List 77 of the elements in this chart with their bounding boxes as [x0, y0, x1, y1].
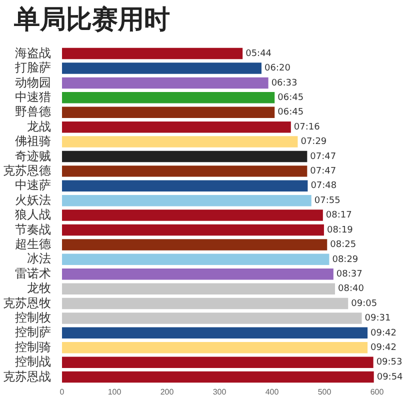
data-label: 07:47 — [310, 152, 336, 162]
y-tick-label: 动物园 — [15, 75, 51, 90]
data-label: 07:47 — [310, 166, 336, 177]
bar — [62, 327, 368, 339]
y-tick-label: 佛祖骑 — [15, 134, 51, 148]
data-label: 08:17 — [326, 210, 352, 221]
data-label: 05:44 — [246, 48, 272, 59]
data-label: 07:29 — [300, 137, 327, 148]
data-label: 09:31 — [364, 314, 391, 324]
y-tick-label: 控制战 — [15, 354, 51, 369]
y-tick-label: 超生德 — [15, 237, 51, 252]
x-tick-label: 100 — [108, 387, 122, 396]
y-tick-label: 节奏战 — [15, 222, 51, 236]
y-tick-label: 火妖法 — [15, 192, 51, 207]
bar — [62, 48, 243, 60]
data-label: 06:20 — [264, 64, 291, 74]
y-tick-label: 龙战 — [27, 119, 51, 134]
bar — [62, 356, 374, 368]
bar — [62, 371, 374, 383]
y-tick-label: 控制牧 — [15, 310, 51, 325]
bar — [62, 136, 298, 148]
data-label: 07:16 — [294, 122, 320, 132]
bar — [62, 166, 308, 177]
x-tick-label: 0 — [60, 387, 65, 396]
y-tick-label: 龙牧 — [27, 281, 51, 296]
data-label: 09:54 — [376, 372, 404, 382]
bar — [62, 298, 348, 310]
chart-title: 单局比赛用时 — [14, 4, 170, 37]
bar — [62, 106, 275, 118]
data-label: 09:53 — [376, 358, 402, 368]
data-label: 08:29 — [332, 254, 358, 265]
data-label: 06:45 — [278, 108, 304, 118]
y-tick-label: 雷诺术 — [15, 266, 51, 280]
y-tick-label: 海盗战 — [15, 46, 51, 60]
bar — [62, 342, 368, 354]
bar — [62, 239, 328, 250]
bar — [62, 194, 312, 206]
bar — [62, 77, 268, 89]
x-tick-label: 600 — [370, 387, 384, 396]
y-tick-label: 中速猎 — [15, 90, 51, 104]
bar — [62, 121, 291, 133]
y-tick-label: 狼人战 — [15, 208, 51, 222]
bar — [62, 180, 308, 192]
y-tick-label: 克苏恩德 — [3, 164, 51, 178]
bar — [62, 150, 308, 162]
data-label: 08:19 — [326, 225, 354, 236]
x-tick-label: 400 — [265, 387, 280, 396]
bar — [62, 210, 323, 221]
y-tick-label: 克苏恩战 — [3, 369, 51, 384]
x-tick-label: 300 — [212, 387, 227, 396]
y-tick-label: 控制骑 — [15, 340, 51, 354]
data-label: 06:45 — [278, 93, 304, 104]
data-label: 06:33 — [271, 78, 298, 88]
bar — [62, 254, 330, 266]
data-label: 09:42 — [370, 342, 396, 353]
x-tick-label: 200 — [160, 387, 174, 396]
y-tick-label: 中速萨 — [15, 178, 51, 192]
data-label: 09:05 — [351, 298, 378, 309]
data-label: 09:42 — [370, 328, 396, 338]
y-tick-label: 冰法 — [27, 252, 51, 266]
bar — [62, 62, 262, 74]
y-tick-label: 打脸萨 — [14, 60, 51, 75]
y-tick-label: 控制萨 — [15, 325, 51, 340]
bar — [62, 283, 335, 294]
data-label: 07:48 — [310, 181, 337, 192]
data-label: 07:55 — [314, 196, 340, 206]
y-tick-label: 克苏恩牧 — [3, 296, 51, 310]
y-tick-label: 野兽德 — [15, 104, 51, 119]
x-tick-label: 500 — [318, 387, 332, 396]
bar — [62, 268, 334, 280]
bar — [62, 224, 324, 236]
y-tick-label: 奇迹贼 — [15, 148, 51, 163]
data-label: 08:40 — [338, 284, 364, 294]
data-label: 08:37 — [336, 269, 362, 280]
bar — [62, 92, 275, 104]
data-label: 08:25 — [330, 240, 356, 250]
bar — [62, 312, 362, 324]
